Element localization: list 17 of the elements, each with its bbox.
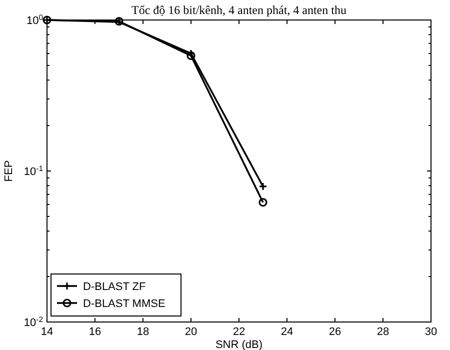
x-tick-label: 20 [184,326,198,338]
x-tick-label: 28 [376,326,390,338]
x-tick-label: 18 [136,326,150,338]
y-tick-label: 10$^{-2}$ [24,314,43,329]
x-tick-label: 24 [280,326,294,338]
x-tick-label: 30 [424,326,438,338]
y-axis-title: FEP [3,160,15,182]
legend-label: D-BLAST MMSE [83,298,166,310]
y-tick-label: 10$^{0}$ [26,12,43,27]
x-tick-label: 14 [40,326,54,338]
x-tick-label: 16 [88,326,102,338]
x-tick-label: 26 [328,326,342,338]
y-tick-label: 10$^{-1}$ [24,164,43,178]
x-tick-label: 22 [232,326,246,338]
legend-label: D-BLAST ZF [83,281,146,293]
chart-title: Tốc độ 16 bit/kênh, 4 anten phát, 4 anten thu [132,3,346,17]
x-axis-title: SNR (dB) [215,339,263,350]
